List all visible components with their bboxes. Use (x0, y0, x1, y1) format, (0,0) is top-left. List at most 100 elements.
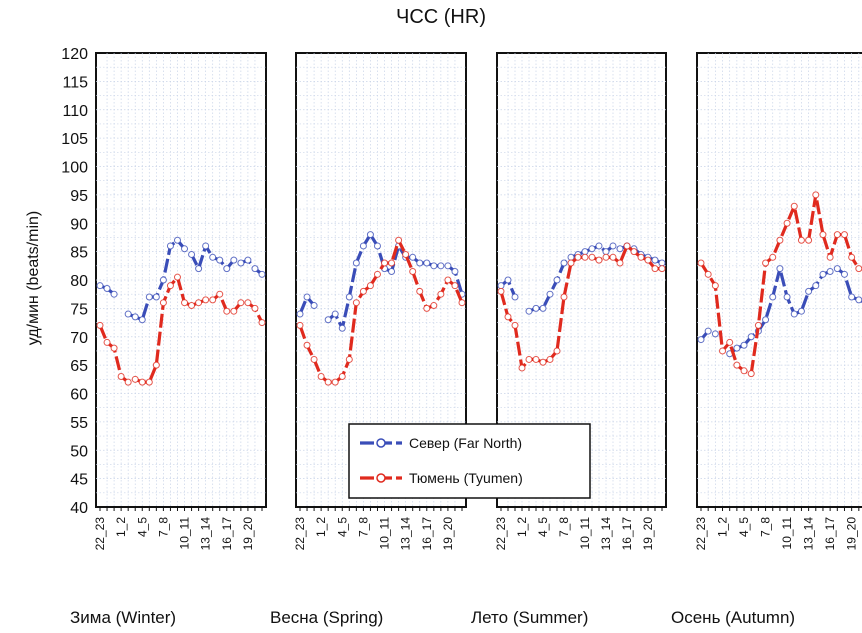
data-point (303, 341, 311, 349)
x-tick-label: 22_23 (494, 517, 508, 551)
data-point (525, 307, 533, 315)
x-tick-label: 16_17 (620, 517, 634, 551)
data-point (395, 236, 403, 244)
panel: 22_23 1_2 4_5 7_8 10_11 13_14 16_17 19_20 Осень … (671, 52, 862, 627)
data-point (644, 256, 652, 264)
data-point (769, 253, 777, 261)
data-point (651, 265, 659, 273)
data-point (840, 231, 848, 239)
season-label: Зима (Winter) (70, 608, 176, 627)
data-point (223, 265, 231, 273)
data-point (437, 290, 445, 298)
legend-entry: Север (Far North) (409, 435, 522, 451)
x-tick-label: 10_11 (578, 517, 592, 550)
data-point (416, 287, 424, 295)
data-point (826, 253, 834, 261)
data-point (711, 282, 719, 290)
data-point (719, 347, 727, 355)
data-point (96, 321, 104, 329)
data-point (581, 253, 589, 261)
data-point (658, 259, 666, 267)
x-tick-label: 19_20 (845, 517, 859, 551)
data-point (658, 265, 666, 273)
data-point (159, 276, 167, 284)
data-point (595, 256, 603, 264)
data-point (209, 296, 217, 304)
data-point (458, 299, 466, 307)
data-point (546, 290, 554, 298)
data-point (110, 344, 118, 352)
data-point (497, 282, 505, 290)
data-point (630, 248, 638, 256)
data-point (216, 290, 224, 298)
data-point (833, 231, 841, 239)
x-tick-label: 4_5 (335, 517, 349, 537)
data-point (546, 355, 554, 363)
data-point (451, 267, 459, 275)
y-tick-label: 110 (62, 103, 88, 120)
data-point (747, 333, 755, 341)
x-tick-label: 10_11 (780, 517, 794, 550)
data-point (609, 242, 617, 250)
data-point (430, 302, 438, 310)
data-point (131, 313, 139, 321)
data-point (373, 270, 381, 278)
data-point (623, 242, 631, 250)
data-point (539, 304, 547, 312)
data-point (359, 287, 367, 295)
data-point (790, 202, 798, 210)
data-point (805, 236, 813, 244)
panel: 22_23 1_2 4_5 7_8 10_11 13_14 16_17 19_20 Весна … (270, 52, 467, 627)
data-point (145, 378, 153, 386)
data-point (539, 358, 547, 366)
y-tick-label: 50 (70, 443, 88, 460)
data-point (588, 245, 596, 253)
data-point (697, 259, 705, 267)
data-point (244, 256, 252, 264)
data-point (195, 299, 203, 307)
data-point (616, 245, 624, 253)
data-point (754, 321, 762, 329)
data-point (855, 296, 862, 304)
data-point (181, 299, 189, 307)
data-point (769, 293, 777, 301)
data-point (359, 242, 367, 250)
y-tick-label: 40 (70, 500, 88, 517)
data-point (451, 282, 459, 290)
data-point (840, 270, 848, 278)
data-point (532, 304, 540, 312)
x-tick-label: 10_11 (178, 517, 192, 550)
data-point (833, 265, 841, 273)
data-point (152, 293, 160, 301)
data-point (216, 256, 224, 264)
x-tick-label: 4_5 (536, 517, 550, 537)
data-point (366, 282, 374, 290)
legend-swatch-marker (376, 438, 386, 448)
data-point (855, 265, 862, 273)
data-point (553, 276, 561, 284)
data-point (166, 282, 174, 290)
data-point (173, 236, 181, 244)
data-point (145, 293, 153, 301)
data-point (588, 253, 596, 261)
data-point (181, 245, 189, 253)
y-tick-label: 65 (70, 358, 88, 375)
data-point (303, 293, 311, 301)
data-point (511, 293, 519, 301)
y-tick-label: 80 (70, 273, 88, 290)
data-point (437, 262, 445, 270)
data-point (776, 236, 784, 244)
data-point (740, 341, 748, 349)
data-point (388, 267, 396, 275)
season-label: Лето (Summer) (471, 608, 588, 627)
data-point (797, 236, 805, 244)
data-point (747, 370, 755, 378)
data-point (790, 310, 798, 318)
data-point (230, 307, 238, 315)
data-point (704, 270, 712, 278)
x-tick-label: 7_8 (759, 517, 773, 537)
x-tick-label: 7_8 (356, 517, 370, 537)
data-point (733, 361, 741, 369)
x-tick-label: 13_14 (199, 517, 213, 551)
